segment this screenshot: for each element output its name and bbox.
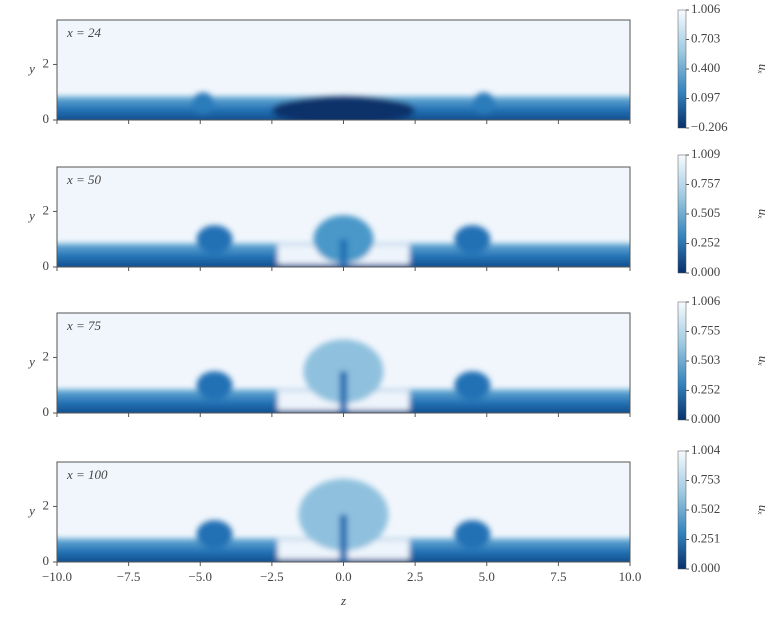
colorbar-label: uₓ [756,64,771,75]
colorbar [677,154,687,274]
colorbar-tick-label: 1.004 [691,442,721,457]
colorbar-tick-label: 1.009 [691,146,720,161]
stem [339,514,348,562]
y-label: y [27,354,35,369]
colorbar-tick-label: 1.006 [691,293,721,308]
vortex [196,371,233,400]
colorbar-label: uₓ [756,505,771,516]
streak [271,96,416,120]
stem [339,371,348,413]
colorbar-tick-label: 0.251 [691,530,720,545]
colorbar-tick-label: 0.753 [691,471,720,486]
y-tick-label: 0 [43,111,50,126]
vortex [454,520,491,549]
colorbar-tick-label: 0.502 [691,501,720,516]
field [57,313,630,413]
stem [339,239,348,267]
field-shapes [57,92,630,120]
x-tick-label: −10.0 [42,569,72,584]
colorbar-tick-label: 1.006 [691,1,721,16]
x-tick-label: −5.0 [188,569,212,584]
field [57,462,630,562]
x-tick-label: 7.5 [550,569,566,584]
colorbar-tick-label: 0.252 [691,235,720,250]
colorbar [677,9,687,129]
vortex [196,225,233,254]
annotation: x = 50 [66,172,102,187]
x-tick-label: −2.5 [260,569,284,584]
field-shapes [57,215,630,267]
x-tick-label: 5.0 [479,569,495,584]
colorbar-label: uₓ [756,356,771,367]
colorbar-tick-label: −0.206 [691,119,728,134]
field [57,167,630,267]
vortex [192,92,215,115]
y-tick-label: 2 [43,55,50,70]
annotation: x = 75 [66,318,102,333]
colorbar [677,301,687,421]
annotation: x = 24 [66,25,102,40]
colorbar-tick-label: 0.505 [691,205,720,220]
colorbar-tick-label: 0.703 [691,30,720,45]
colorbar-tick-label: 0.097 [691,89,721,104]
colorbar-tick-label: 0.400 [691,60,720,75]
colorbar-tick-label: 0.000 [691,411,720,426]
vortex [454,371,491,400]
colorbar [677,450,687,570]
annotation: x = 100 [66,467,108,482]
y-tick-label: 2 [43,348,50,363]
vortex [454,225,491,254]
x-tick-label: 10.0 [619,569,642,584]
y-tick-label: 0 [43,553,50,568]
vortex [196,520,233,549]
field-shapes [57,339,630,413]
colorbar-tick-label: 0.757 [691,175,721,190]
y-tick-label: 0 [43,258,50,273]
y-tick-label: 2 [43,202,50,217]
colorbar-label: uₓ [756,209,771,220]
x-tick-label: −7.5 [117,569,141,584]
vortex [472,92,495,115]
colorbar-tick-label: 0.000 [691,264,720,279]
colorbar-tick-label: 0.000 [691,560,720,575]
colorbar-tick-label: 0.755 [691,322,720,337]
y-tick-label: 2 [43,497,50,512]
colorbar-tick-label: 0.503 [691,352,720,367]
x-tick-label: 2.5 [407,569,423,584]
field [57,20,630,120]
x-tick-label: 0.0 [335,569,351,584]
y-label: y [27,61,35,76]
colorbar-tick-label: 0.252 [691,381,720,396]
y-label: y [27,208,35,223]
y-tick-label: 0 [43,404,50,419]
field-shapes [57,478,630,562]
x-label: z [340,593,346,608]
y-label: y [27,503,35,518]
